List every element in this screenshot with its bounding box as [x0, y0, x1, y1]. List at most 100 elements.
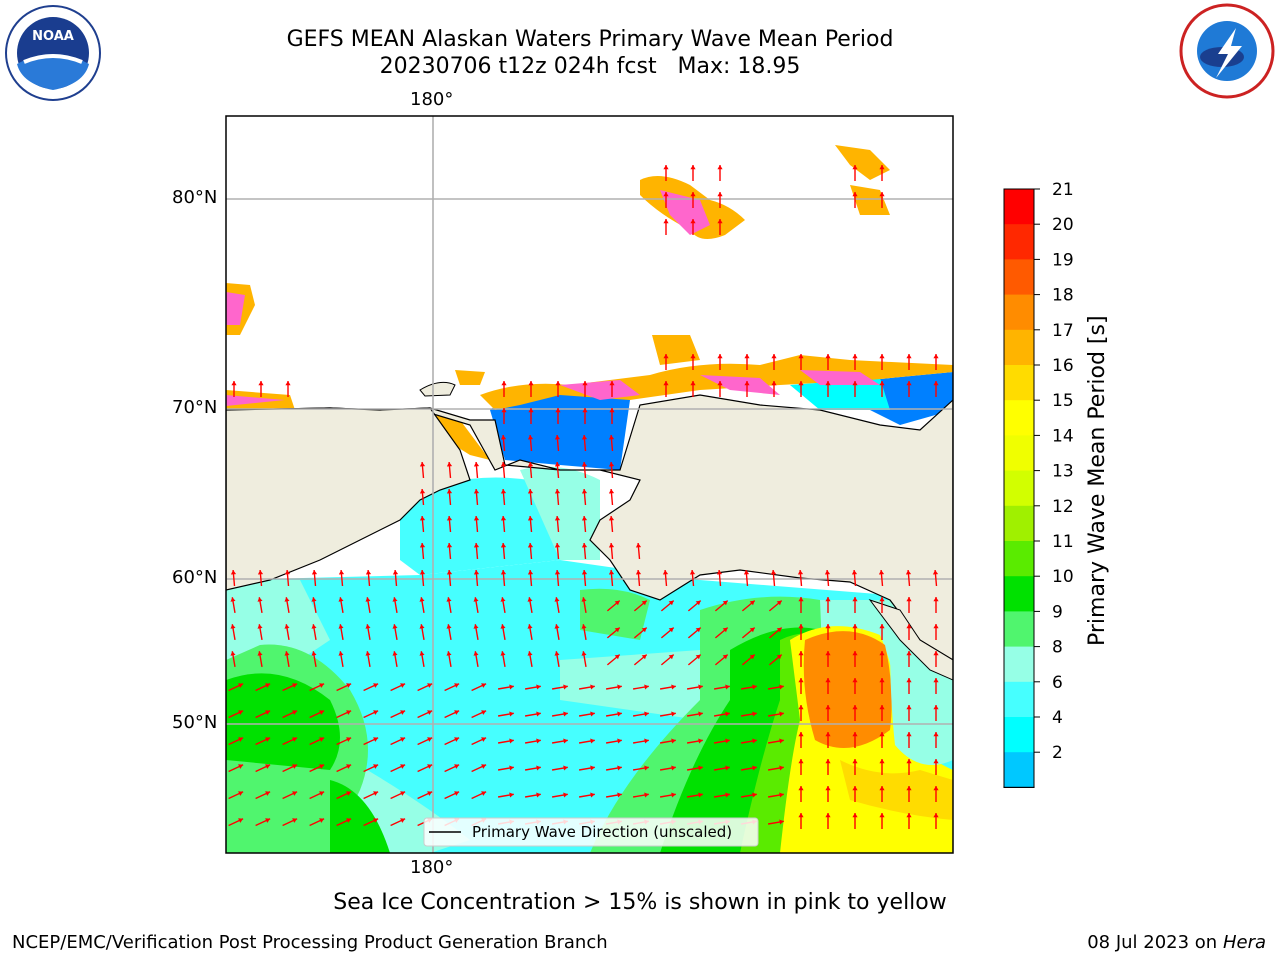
wave-arrow-head — [933, 651, 939, 656]
wave-arrow-head — [641, 600, 647, 606]
wave-arrow-head — [608, 462, 615, 467]
wave-arrow-head — [392, 597, 398, 602]
wave-arrow-head — [319, 818, 325, 823]
wave-arrow-head — [776, 654, 782, 660]
wave-arrow-head — [473, 516, 480, 521]
wave-arrow-head — [825, 678, 831, 683]
wave-arrow-head — [427, 683, 433, 688]
noaa-logo-text: NOAA — [32, 29, 74, 44]
map-frame — [225, 115, 954, 854]
wave-arrow-head — [852, 381, 858, 386]
wave-arrow-head — [879, 165, 885, 170]
wave-arrow-head — [446, 462, 453, 467]
wave-arrow-head — [933, 624, 939, 629]
wave-arrow-head — [392, 624, 398, 629]
wave-arrow-head — [473, 597, 479, 602]
map-fields — [226, 116, 953, 853]
wave-arrow-head — [473, 570, 480, 575]
wave-arrow-head — [400, 764, 406, 769]
noaa-logo: NOAA — [5, 5, 101, 101]
wave-arrow-head — [879, 705, 885, 710]
graticule — [226, 116, 953, 853]
wave-arrow-head — [879, 192, 885, 197]
wave-arrow-head — [644, 711, 649, 717]
wave-arrow-head — [725, 738, 730, 744]
lat-label-50: 50°N — [172, 712, 218, 733]
wave-arrow-head — [238, 710, 244, 715]
wave-arrow-head — [563, 738, 568, 744]
wave-arrow-head — [776, 627, 782, 633]
colorbar-swatch — [1004, 611, 1034, 648]
wave-arrow-head — [644, 738, 649, 744]
wave-arrow-head — [879, 813, 885, 818]
wave-arrow-head — [671, 792, 676, 798]
wave-arrow-head — [879, 732, 885, 737]
wave-arrow-head — [230, 651, 236, 656]
wave-arrow-head — [933, 678, 939, 683]
wave-arrow-head — [906, 651, 912, 656]
colorbar-tick-label: 9 — [1052, 602, 1063, 622]
wave-arrow-head — [536, 792, 541, 798]
wave-arrow-head — [292, 818, 298, 823]
wave-arrow-head — [257, 570, 264, 575]
wave-arrow-head — [365, 597, 371, 602]
wave-arrow-head — [933, 381, 939, 386]
wave-arrow-head — [284, 597, 290, 602]
colorbar-tick-label: 13 — [1052, 462, 1074, 482]
wave-arrow-head — [581, 570, 588, 575]
wave-arrow-head — [265, 818, 271, 823]
wave-arrow-head — [779, 738, 784, 744]
arctic-wave-field — [490, 385, 630, 470]
lat-label-60: 60°N — [172, 567, 218, 588]
wave-arrow-head — [906, 759, 912, 764]
colorbar-tick-label: 2 — [1052, 743, 1063, 763]
wave-arrow-head — [454, 683, 460, 688]
wave-arrow-head — [500, 435, 507, 440]
wave-arrow-head — [527, 651, 533, 656]
wave-arrow-head — [238, 683, 244, 688]
wave-arrow-head — [265, 737, 271, 742]
wave-arrow-head — [400, 683, 406, 688]
wave-arrow-head — [373, 791, 379, 796]
wave-arrow-head — [400, 710, 406, 715]
wave-arrow-head — [690, 381, 696, 386]
colorbar-swatch — [1004, 646, 1034, 683]
colorbar-tick-label: 18 — [1052, 286, 1074, 306]
wave-arrow-head — [779, 711, 784, 717]
wave-arrow-head — [554, 543, 561, 548]
colorbar-swatch — [1004, 365, 1034, 401]
wave-arrow-head — [590, 738, 595, 744]
wave-arrow-head — [698, 738, 703, 744]
wave-arrow-head — [608, 516, 615, 521]
wave-arrow-head — [473, 489, 480, 494]
wave-arrow-head — [285, 381, 291, 386]
wave-arrow-head — [481, 737, 487, 742]
wave-arrow-head — [554, 516, 561, 521]
wave-arrow-head — [690, 354, 696, 359]
wave-arrow-head — [932, 570, 939, 575]
wave-arrow-head — [933, 705, 939, 710]
colorbar-tick-label: 16 — [1052, 356, 1074, 376]
wave-arrow-head — [419, 624, 425, 629]
wave-arrow-head — [779, 792, 784, 798]
wave-arrow-head — [527, 543, 534, 548]
wave-arrow-head — [852, 192, 858, 197]
wave-arrow-head — [879, 624, 885, 629]
wave-arrow-head — [427, 764, 433, 769]
wave-arrow-head — [608, 543, 615, 548]
wave-arrow-head — [852, 705, 858, 710]
wave-arrow-head — [779, 765, 784, 771]
wave-arrow-head — [717, 219, 723, 224]
wave-arrow-head — [695, 654, 701, 660]
alaska-landmass — [226, 394, 953, 661]
wave-arrow-head — [879, 597, 885, 602]
wave-arrow-head — [338, 597, 344, 602]
wave-arrow-head — [752, 792, 757, 798]
wave-arrow-head — [231, 381, 237, 386]
wave-arrow-head — [825, 786, 831, 791]
wave-arrow-head — [481, 791, 487, 796]
wave-arrow-head — [581, 543, 588, 548]
wave-arrow-head — [509, 792, 514, 798]
wave-arrow-head — [554, 651, 560, 656]
colorbar-tick-label: 11 — [1052, 532, 1074, 552]
